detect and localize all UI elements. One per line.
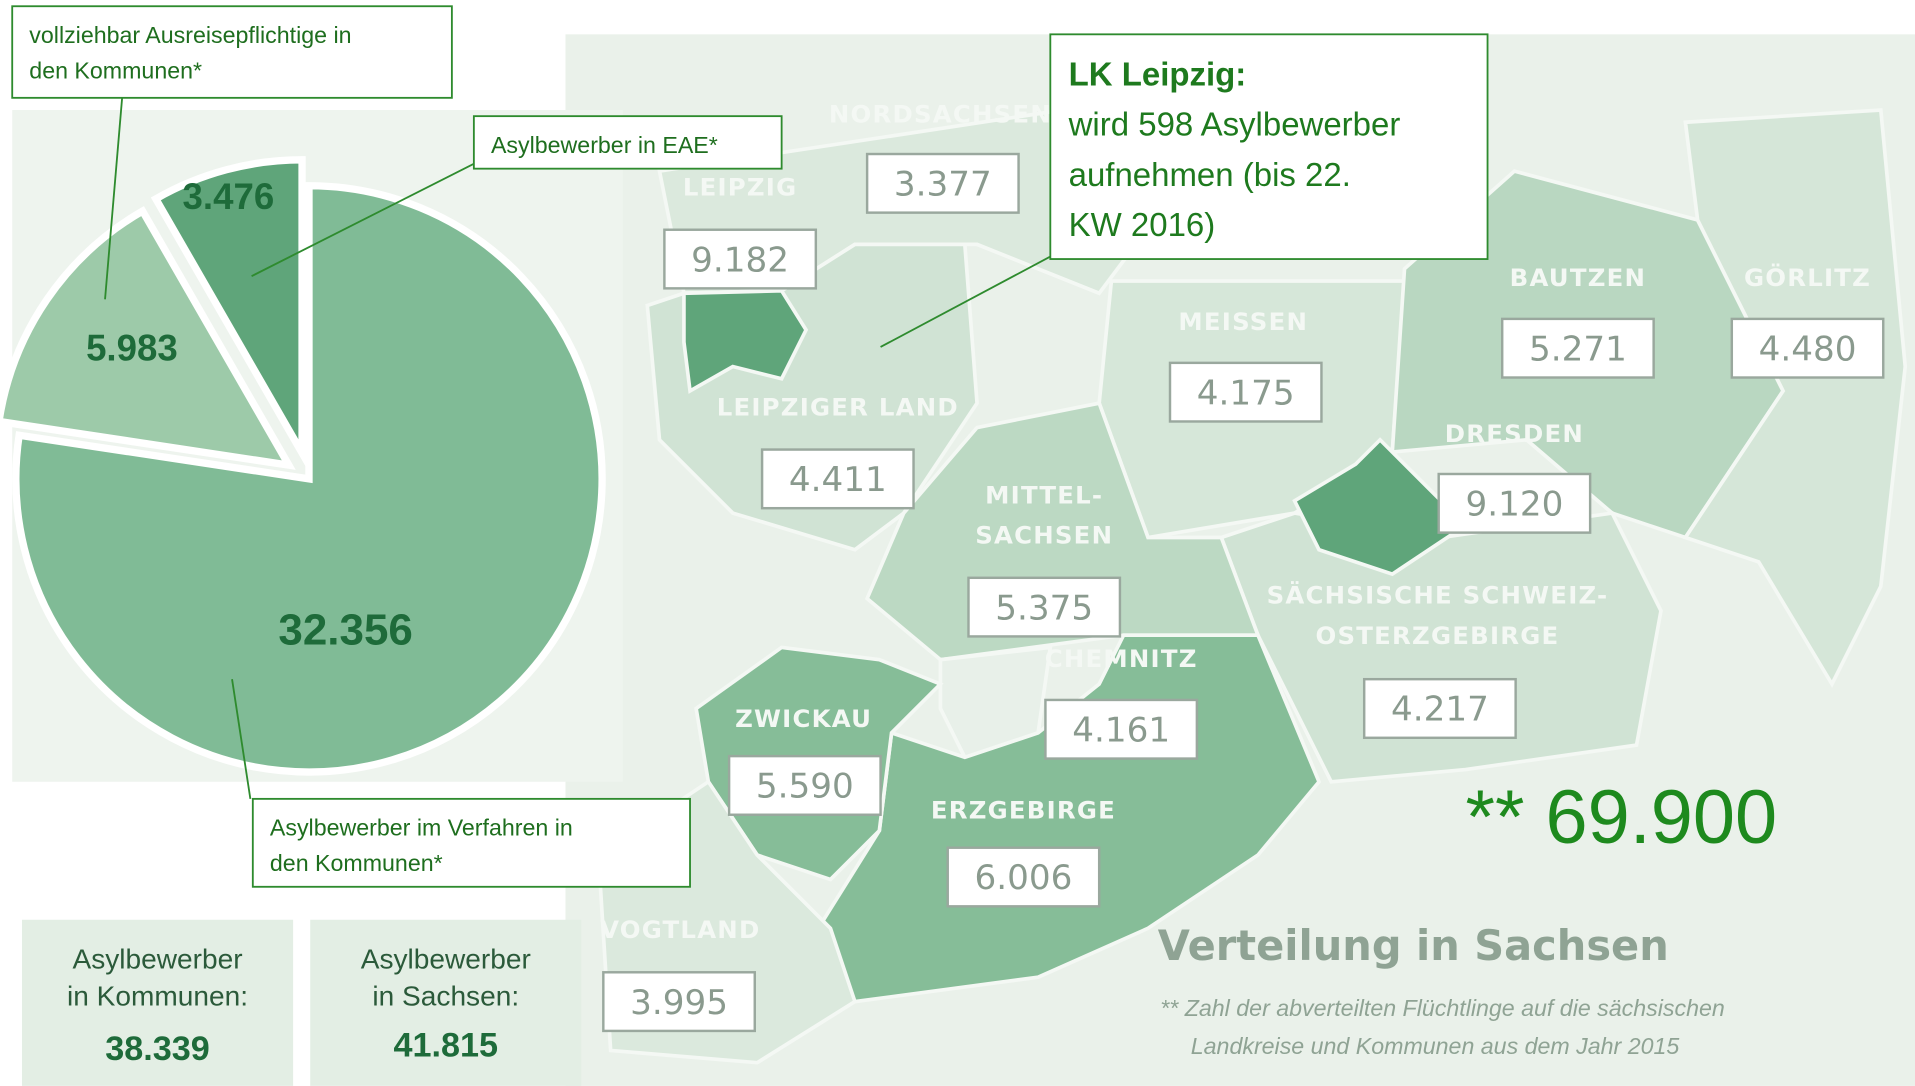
total-label: in Sachsen: — [372, 980, 519, 1011]
region-name: LEIPZIGER LAND — [717, 392, 959, 421]
arrow — [880, 255, 1051, 348]
grand-total: ** 69.900 — [1466, 775, 1778, 860]
region-name: CHEMNITZ — [1045, 644, 1198, 673]
value-box — [946, 846, 1101, 908]
region-name: SÄCHSISCHE SCHWEIZ- — [1267, 580, 1609, 609]
pie-slice — [12, 182, 606, 776]
total-value: 41.815 — [393, 1027, 498, 1065]
region-value: 4.161 — [1072, 710, 1170, 750]
total-label: Asylbewerber — [361, 944, 531, 975]
region-value: 4.480 — [1759, 329, 1857, 369]
footnote: Landkreise und Kommunen aus dem Jahr 201… — [1191, 1033, 1680, 1059]
region-value: 4.175 — [1197, 373, 1295, 413]
callout-text: aufnehmen (bis 22. — [1069, 156, 1351, 193]
value-box — [602, 971, 756, 1033]
callout-box — [1049, 33, 1489, 260]
value-box — [727, 754, 882, 816]
value-box — [760, 448, 915, 510]
region-shape — [1682, 108, 1908, 688]
region-value: 6.006 — [975, 858, 1073, 898]
callout-text: den Kommunen* — [270, 850, 443, 876]
value-box — [1437, 472, 1592, 534]
region-value: 5.271 — [1529, 329, 1627, 369]
value-box — [1500, 317, 1655, 379]
arrow — [231, 679, 252, 800]
total-box — [310, 919, 582, 1086]
pie-slice — [0, 206, 296, 470]
region-name: VOGTLAND — [600, 915, 760, 944]
region-value: 4.217 — [1391, 690, 1489, 730]
region-value: 3.377 — [894, 165, 992, 205]
region-name: SACHSEN — [975, 521, 1113, 550]
callout-box — [472, 115, 783, 170]
callout-text: Asylbewerber in EAE* — [491, 132, 718, 158]
region-value: 5.590 — [756, 767, 854, 807]
value-box — [1044, 698, 1199, 760]
region-value: 3.995 — [630, 983, 728, 1023]
region-value: 9.182 — [691, 240, 789, 280]
callout-text: den Kommunen* — [29, 57, 202, 83]
slice-label: 3.476 — [183, 176, 275, 217]
pie-slice — [150, 156, 306, 467]
footnote: ** Zahl der abverteilten Flüchtlinge auf… — [1160, 995, 1725, 1021]
slice-label: 32.356 — [278, 605, 412, 654]
value-box — [1168, 361, 1323, 423]
value-box — [1362, 677, 1517, 740]
total-value: 38.339 — [105, 1030, 210, 1068]
arrow — [104, 97, 124, 300]
callout-title: LK Leipzig: — [1069, 56, 1247, 93]
region-name: MEISSEN — [1178, 307, 1308, 336]
map-title: Verteilung in Sachsen — [1158, 921, 1669, 970]
region-value: 4.411 — [789, 460, 887, 500]
region-value: 9.120 — [1465, 485, 1563, 525]
region-name: MITTEL- — [985, 480, 1103, 509]
region-value: 5.375 — [995, 588, 1093, 628]
region-shape — [682, 288, 809, 394]
callout-text: vollziehbar Ausreisepflichtige in — [29, 22, 351, 48]
region-shape — [864, 401, 1261, 662]
total-label: in Kommunen: — [67, 980, 248, 1011]
callout-text: KW 2016) — [1069, 206, 1216, 243]
total-box — [21, 919, 294, 1086]
value-box — [967, 576, 1122, 638]
region-name: BAUTZEN — [1510, 263, 1647, 292]
region-name: ERZGEBIRGE — [931, 795, 1116, 824]
region-name: NORDSACHSEN — [829, 99, 1052, 128]
slice-label: 5.983 — [86, 327, 178, 368]
total-label: Asylbewerber — [72, 944, 242, 975]
callout-box — [251, 797, 691, 888]
value-box — [865, 152, 1020, 214]
region-name: DRESDEN — [1445, 419, 1584, 448]
region-name: OSTERZGEBIRGE — [1316, 621, 1560, 650]
region-name: GÖRLITZ — [1744, 262, 1871, 292]
region-name: LEIPZIG — [683, 173, 798, 202]
region-name: ZWICKAU — [735, 704, 872, 733]
callout-text: Asylbewerber im Verfahren in — [270, 815, 573, 841]
value-box — [1730, 317, 1885, 379]
arrow — [251, 160, 480, 277]
callout-box — [11, 5, 453, 99]
value-box — [663, 228, 818, 290]
callout-text: wird 598 Asylbewerber — [1068, 106, 1401, 143]
